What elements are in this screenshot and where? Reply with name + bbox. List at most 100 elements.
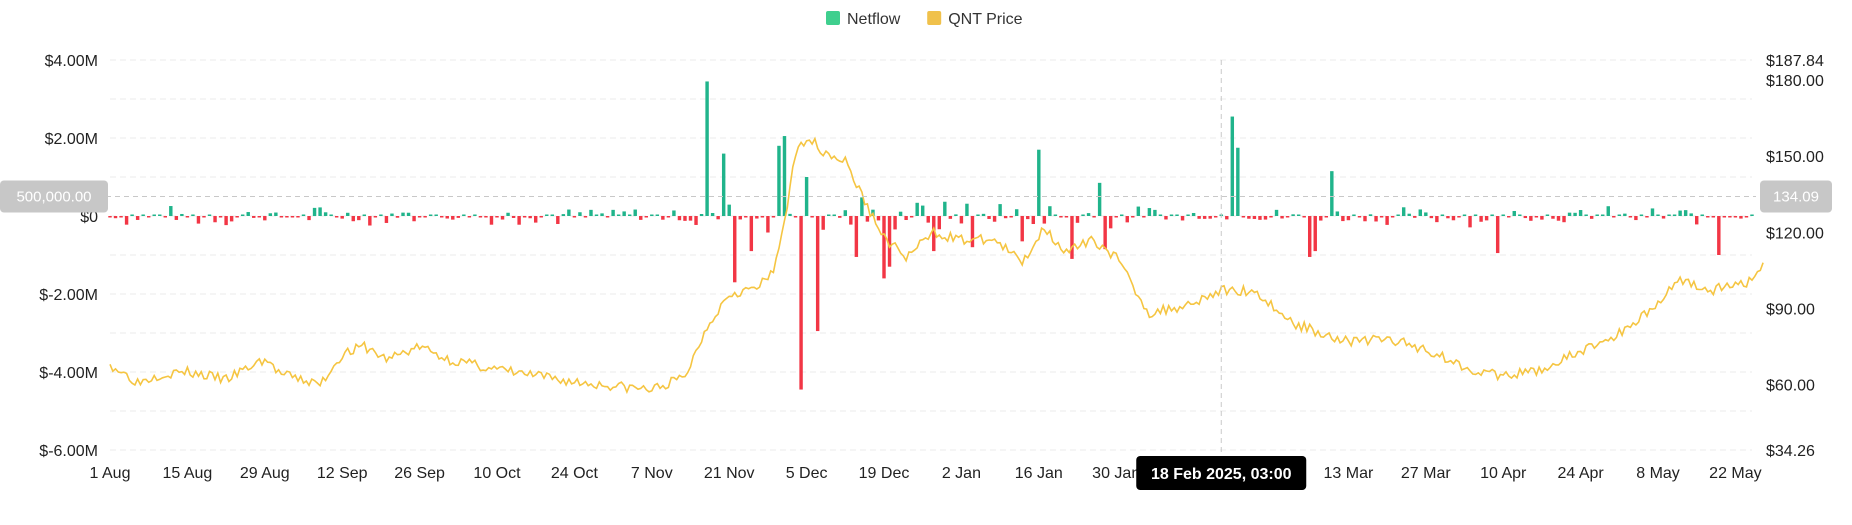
netflow-bar-positive — [1750, 214, 1754, 216]
netflow-bar-negative — [500, 216, 505, 220]
left-value-badge-label: 500,000.00 — [16, 189, 91, 206]
netflow-bar-negative — [1451, 216, 1456, 221]
netflow-bar-negative — [1374, 216, 1378, 222]
netflow-bar-negative — [583, 216, 588, 218]
x-axis-tick: 21 Nov — [704, 465, 755, 482]
netflow-bar-negative — [1064, 216, 1069, 218]
netflow-bar-negative — [445, 216, 449, 219]
netflow-bar-positive — [1120, 214, 1124, 216]
netflow-bar-negative — [1214, 216, 1218, 218]
netflow-bar-positive — [1352, 214, 1356, 216]
netflow-bar-negative — [1263, 216, 1268, 220]
netflow-bar-negative — [683, 216, 687, 221]
netflow-bar-negative — [384, 216, 389, 223]
netflow-bar-negative — [1042, 216, 1047, 224]
netflow-bar-positive — [1490, 214, 1494, 216]
netflow-bar-positive — [699, 214, 704, 216]
netflow-bar-positive — [240, 214, 245, 216]
netflow-bar-positive — [567, 209, 571, 216]
netflow-bar-positive — [323, 212, 328, 216]
netflow-bar-positive — [1081, 214, 1085, 216]
netflow-bar-negative — [987, 216, 991, 219]
netflow-bar-positive — [1274, 209, 1279, 216]
netflow-bar-negative — [854, 216, 859, 257]
netflow-bar-negative — [605, 216, 610, 218]
right-value-badge-label: 134.09 — [1773, 189, 1819, 206]
netflow-bar-negative — [1092, 216, 1096, 218]
netflow-bar-negative — [1446, 216, 1450, 219]
netflow-bar-negative — [495, 216, 499, 218]
netflow-bar-negative — [1302, 216, 1306, 218]
x-axis-tick: 1 Aug — [90, 465, 131, 482]
legend-label: Netflow — [847, 11, 901, 28]
netflow-bar-negative — [1390, 216, 1395, 218]
netflow-bar-negative — [451, 216, 455, 220]
x-axis-tick: 27 Mar — [1401, 465, 1451, 482]
netflow-bar-negative — [539, 216, 543, 218]
netflow-bar-negative — [1164, 216, 1168, 220]
netflow-bar-negative — [815, 216, 820, 332]
legend-item[interactable]: QNT Price — [927, 11, 1023, 28]
netflow-bar-negative — [296, 216, 300, 218]
netflow-bar-positive — [622, 211, 626, 216]
legend[interactable]: Netflow QNT Price — [826, 11, 1023, 28]
x-axis-tick: 8 May — [1636, 465, 1680, 482]
legend-item[interactable]: Netflow — [826, 11, 901, 28]
netflow-bar-positive — [246, 212, 250, 216]
netflow-bar-positive — [473, 214, 477, 216]
netflow-bar-negative — [257, 216, 261, 218]
netflow-bar-negative — [970, 216, 975, 248]
netflow-bar-negative — [1468, 216, 1472, 228]
netflow-bar-positive — [1191, 212, 1196, 216]
netflow-bar-negative — [738, 216, 742, 220]
netflow-bar-negative — [1269, 216, 1273, 218]
netflow-bar-negative — [478, 216, 483, 218]
x-axis-tick: 10 Oct — [473, 465, 521, 482]
netflow-bar-positive — [1230, 116, 1235, 216]
netflow-bar-positive — [976, 214, 980, 216]
netflow-bar-negative — [202, 216, 206, 218]
left-axis-tick: $-4.00M — [39, 365, 98, 382]
netflow-bar-positive — [782, 136, 787, 216]
netflow-bar-negative — [290, 216, 295, 218]
netflow-bar-negative — [992, 216, 997, 222]
x-axis-tick: 2 Jan — [942, 465, 981, 482]
netflow-bar-positive — [180, 213, 184, 216]
netflow-bar-positive — [1518, 214, 1522, 216]
x-axis-tick: 5 Dec — [786, 465, 828, 482]
netflow-bar-negative — [1645, 216, 1649, 218]
x-axis-tick: 22 May — [1709, 465, 1761, 482]
grid-lines — [110, 59, 1752, 451]
netflow-bar-positive — [1462, 214, 1467, 216]
netflow-bar-negative — [639, 216, 643, 220]
netflow-bar-positive — [158, 214, 162, 216]
netflow-bar-positive — [600, 213, 604, 216]
netflow-bar-positive — [1606, 206, 1610, 216]
netflow-bar-positive — [804, 177, 809, 216]
netflow-bar-positive — [1545, 214, 1550, 216]
netflow-bar-negative — [146, 216, 151, 218]
netflow-bar-positive — [1401, 207, 1406, 216]
netflow-bar-negative — [1258, 216, 1262, 220]
legend-swatch — [826, 11, 840, 25]
netflow-bar-positive — [207, 214, 212, 216]
netflow-bar-negative — [1551, 216, 1555, 219]
netflow-bar-negative — [1114, 216, 1118, 218]
netflow-bar-negative — [135, 216, 140, 220]
netflow-bar-negative — [522, 216, 527, 218]
netflow-bar-negative — [307, 216, 311, 221]
right-axis-tick: $187.84 — [1766, 53, 1824, 70]
netflow-bar-negative — [235, 216, 239, 218]
netflow-bar-positive — [462, 214, 466, 216]
netflow-bar-negative — [887, 216, 892, 267]
netflow-bar-negative — [1661, 216, 1666, 219]
netflow-bar-negative — [1628, 216, 1633, 218]
netflow-bar-negative — [1241, 216, 1246, 218]
netflow-bar-negative — [1457, 216, 1461, 218]
netflow-bar-negative — [1534, 216, 1539, 218]
netflow-bar-negative — [766, 216, 770, 233]
netflow-bar-negative — [517, 216, 521, 225]
netflow-bar-positive — [1501, 214, 1505, 216]
netflow-bar-negative — [113, 216, 118, 219]
